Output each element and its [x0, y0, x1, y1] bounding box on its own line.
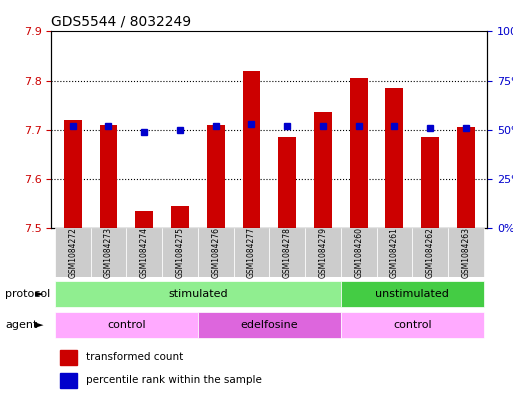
Text: GSM1084263: GSM1084263 — [461, 227, 470, 278]
FancyBboxPatch shape — [448, 228, 484, 277]
Bar — [60, 350, 77, 365]
FancyBboxPatch shape — [91, 228, 126, 277]
Bar — [64, 120, 82, 228]
Text: GDS5544 / 8032249: GDS5544 / 8032249 — [51, 15, 191, 29]
Bar — [314, 112, 332, 228]
Bar — [421, 137, 439, 228]
Bar — [207, 125, 225, 228]
FancyBboxPatch shape — [55, 281, 341, 307]
Bar — [243, 71, 261, 228]
FancyBboxPatch shape — [55, 312, 198, 338]
FancyBboxPatch shape — [162, 228, 198, 277]
FancyBboxPatch shape — [55, 228, 91, 277]
Text: GSM1084272: GSM1084272 — [68, 227, 77, 278]
Text: ►: ► — [35, 320, 44, 331]
Text: GSM1084278: GSM1084278 — [283, 227, 292, 278]
Text: agent: agent — [5, 320, 37, 331]
FancyBboxPatch shape — [412, 228, 448, 277]
Text: GSM1084262: GSM1084262 — [426, 227, 435, 278]
FancyBboxPatch shape — [341, 281, 484, 307]
Text: edelfosine: edelfosine — [241, 320, 298, 330]
Bar — [278, 137, 296, 228]
FancyBboxPatch shape — [233, 228, 269, 277]
Text: unstimulated: unstimulated — [376, 289, 449, 299]
Text: control: control — [107, 320, 146, 330]
Text: GSM1084279: GSM1084279 — [319, 227, 327, 278]
Bar — [100, 125, 117, 228]
Bar — [350, 78, 368, 228]
Bar — [385, 88, 403, 228]
Text: control: control — [393, 320, 431, 330]
FancyBboxPatch shape — [377, 228, 412, 277]
Text: transformed count: transformed count — [86, 352, 184, 362]
FancyBboxPatch shape — [341, 312, 484, 338]
FancyBboxPatch shape — [305, 228, 341, 277]
Text: stimulated: stimulated — [168, 289, 228, 299]
Bar — [60, 373, 77, 388]
Bar — [135, 211, 153, 228]
Text: GSM1084261: GSM1084261 — [390, 227, 399, 278]
Bar — [457, 127, 475, 228]
Bar — [171, 206, 189, 228]
Text: GSM1084276: GSM1084276 — [211, 227, 220, 278]
Text: GSM1084273: GSM1084273 — [104, 227, 113, 278]
FancyBboxPatch shape — [341, 228, 377, 277]
FancyBboxPatch shape — [269, 228, 305, 277]
Text: GSM1084275: GSM1084275 — [175, 227, 185, 278]
Text: GSM1084277: GSM1084277 — [247, 227, 256, 278]
Text: ►: ► — [35, 289, 44, 299]
Text: protocol: protocol — [5, 289, 50, 299]
Text: GSM1084260: GSM1084260 — [354, 227, 363, 278]
FancyBboxPatch shape — [198, 228, 233, 277]
Text: percentile rank within the sample: percentile rank within the sample — [86, 375, 262, 385]
FancyBboxPatch shape — [198, 312, 341, 338]
FancyBboxPatch shape — [126, 228, 162, 277]
Text: GSM1084274: GSM1084274 — [140, 227, 149, 278]
